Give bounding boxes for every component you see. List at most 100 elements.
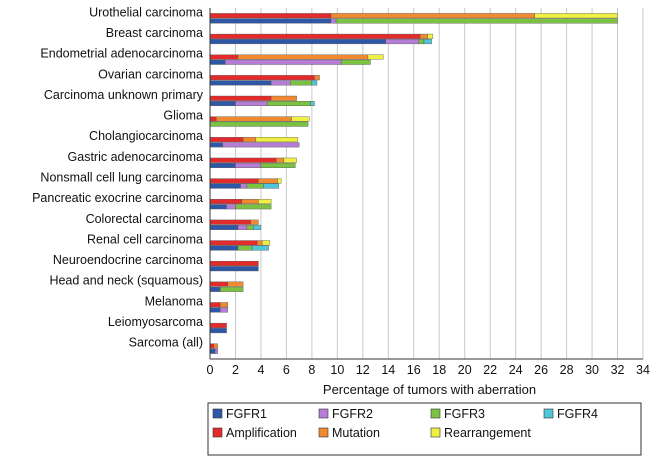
bar-fgfr3-carcinoma-unknown-primary [267,101,311,107]
bar-rearrangement-gastric-adenocarcinoma [283,157,297,163]
legend-label-fgfr2: FGFR2 [332,407,373,421]
x-axis-title: Percentage of tumors with aberration [323,382,536,397]
bar-fgfr1-gastric-adenocarcinoma [209,162,236,168]
bar-mutation-colorectal-carcinoma [250,219,259,225]
bar-amplification-colorectal-carcinoma [209,219,251,225]
legend-swatch-fgfr3 [430,408,441,419]
x-tick-label: 26 [534,363,548,377]
bar-amplification-melanoma [209,302,221,308]
category-label-leiomyosarcoma: Leiomyosarcoma [108,315,203,329]
bar-fgfr4-colorectal-carcinoma [253,224,262,230]
axes [209,8,643,360]
category-label-neuroendocrine-carcinoma: Neuroendocrine carcinoma [53,253,203,267]
legend-label-mutation: Mutation [332,426,380,440]
category-label-breast-carcinoma: Breast carcinoma [106,26,203,40]
bar-rearrangement-renal-cell-carcinoma [262,240,271,246]
category-label-colorectal-carcinoma: Colorectal carcinoma [86,212,203,226]
bar-fgfr1-head-and-neck-squamous [209,286,221,292]
legend-label-fgfr1: FGFR1 [226,407,267,421]
legend: FGFR1 FGFR2 FGFR3 FGFR4 Amplification Mutatio… [207,402,642,456]
tick-labels: 0 2 4 6 8 10 12 14 16 18 20 22 24 26 28 30 32 34 [207,363,650,377]
bar-fgfr2-endometrial-adenocarcinoma [225,59,342,65]
bar-rearrangement-pancreatic-exocrine-carcinoma [258,199,272,205]
x-tick-label: 28 [560,363,574,377]
legend-swatch-fgfr1 [212,408,223,419]
x-tick-label: 32 [611,363,625,377]
bar-fgfr4-ovarian-carcinoma [311,80,318,86]
x-tick-label: 10 [330,363,344,377]
bar-fgfr1-breast-carcinoma [209,39,386,45]
category-label-gastric-adenocarcinoma: Gastric adenocarcinoma [68,150,204,164]
bar-fgfr3-pancreatic-exocrine-carcinoma [235,204,272,210]
bar-fgfr3-urothelial-carcinoma [335,18,618,24]
gridlines [209,8,644,359]
x-tick-label: 22 [483,363,497,377]
legend-swatch-mutation [318,427,329,438]
x-tick-label: 4 [257,363,264,377]
bar-fgfr1-ovarian-carcinoma [209,80,272,86]
bar-fgfr2-melanoma [219,307,229,313]
bar-mutation-carcinoma-unknown-primary [270,95,297,101]
x-tick-label: 14 [381,363,395,377]
bar-mutation-sarcoma-all [213,343,218,349]
bar-fgfr3-endometrial-adenocarcinoma [340,59,371,65]
bar-amplification-sarcoma-all [209,343,215,349]
bar-fgfr4-breast-carcinoma [423,39,432,45]
category-label-ovarian-carcinoma: Ovarian carcinoma [98,67,203,81]
bar-mutation-pancreatic-exocrine-carcinoma [241,199,259,205]
x-tick-label: 20 [458,363,472,377]
bar-fgfr2-colorectal-carcinoma [237,224,248,230]
x-tick-label: 30 [585,363,599,377]
category-label-renal-cell-carcinoma: Renal cell carcinoma [87,232,203,246]
x-tick-label: 34 [636,363,650,377]
legend-label-rearrangement: Rearrangement [444,426,531,440]
bar-mutation-breast-carcinoma [419,33,428,39]
bar-mutation-ovarian-carcinoma [314,75,320,81]
category-label-melanoma: Melanoma [145,294,203,308]
category-labels: Urothelial carcinoma Breast carcinoma Endo… [32,5,204,349]
category-label-endometrial-adenocarcinoma: Endometrial adenocarcinoma [40,47,203,61]
bar-amplification-pancreatic-exocrine-carcinoma [209,199,243,205]
legend-swatch-fgfr2 [318,408,329,419]
legend-swatch-fgfr4 [543,408,554,419]
x-tick-label: 0 [207,363,214,377]
bar-mutation-renal-cell-carcinoma [256,240,263,246]
bar-fgfr2-gastric-adenocarcinoma [235,162,262,168]
bar-mutation-gastric-adenocarcinoma [276,157,285,163]
legend-label-amplification: Amplification [226,426,297,440]
bar-fgfr2-ovarian-carcinoma [270,80,291,86]
bar-rearrangement-cholangiocarcinoma [255,137,299,143]
legend-box [207,402,642,456]
bar-amplification-neuroendocrine-carcinoma [209,260,259,266]
bar-fgfr3-renal-cell-carcinoma [237,245,253,251]
category-label-carcinoma-unknown-primary: Carcinoma unknown primary [44,88,204,102]
bar-amplification-head-and-neck-squamous [209,281,229,287]
bar-fgfr3-ovarian-carcinoma [290,80,313,86]
bar-rearrangement-breast-carcinoma [427,33,434,39]
bar-mutation-glioma [216,116,292,122]
category-label-cholangiocarcinoma: Cholangiocarcinoma [89,129,203,143]
x-tick-label: 6 [283,363,290,377]
x-tick-label: 2 [232,363,239,377]
bar-mutation-head-and-neck-squamous [227,281,244,287]
bar-fgfr1-pancreatic-exocrine-carcinoma [209,204,227,210]
bar-rearrangement-nonsmall-cell-lung-carcinoma [277,178,282,184]
bar-amplification-breast-carcinoma [209,33,421,39]
bar-fgfr3-breast-carcinoma [418,39,425,45]
bar-fgfr3-gastric-adenocarcinoma [260,162,296,168]
category-label-sarcoma-all: Sarcoma (all) [129,336,203,350]
bar-amplification-gastric-adenocarcinoma [209,157,277,163]
bar-fgfr1-cholangiocarcinoma [209,142,223,148]
bar-fgfr1-melanoma [209,307,221,313]
legend-swatch-amplification [212,427,223,438]
bar-fgfr2-cholangiocarcinoma [222,142,300,148]
bar-mutation-urothelial-carcinoma [330,13,535,19]
bar-fgfr1-urothelial-carcinoma [209,18,332,24]
bar-amplification-cholangiocarcinoma [209,137,244,143]
bar-mutation-melanoma [219,302,229,308]
bar-fgfr2-breast-carcinoma [385,39,420,45]
bar-fgfr2-carcinoma-unknown-primary [235,101,268,107]
bar-fgfr2-pancreatic-exocrine-carcinoma [226,204,236,210]
bar-mutation-nonsmall-cell-lung-carcinoma [258,178,278,184]
bar-fgfr4-carcinoma-unknown-primary [310,101,315,107]
